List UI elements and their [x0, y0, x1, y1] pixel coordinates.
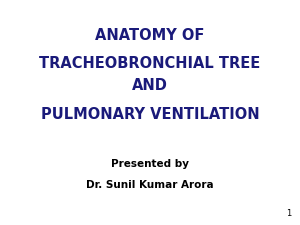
Text: ANATOMY OF: ANATOMY OF: [95, 29, 205, 43]
Text: 1: 1: [286, 209, 291, 218]
Text: PULMONARY VENTILATION: PULMONARY VENTILATION: [41, 107, 259, 122]
Text: AND: AND: [132, 78, 168, 93]
Text: Presented by: Presented by: [111, 159, 189, 169]
Text: Dr. Sunil Kumar Arora: Dr. Sunil Kumar Arora: [86, 180, 214, 189]
Text: TRACHEOBRONCHIAL TREE: TRACHEOBRONCHIAL TREE: [39, 56, 261, 70]
